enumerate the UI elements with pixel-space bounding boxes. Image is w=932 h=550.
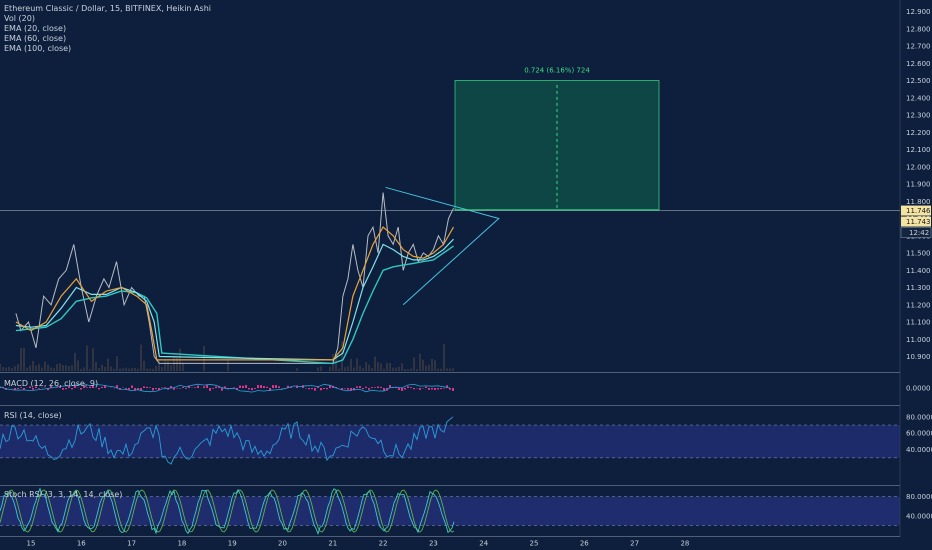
rsi-band — [0, 425, 900, 458]
grid-layer — [0, 0, 901, 537]
price-tick-label: 11.500 — [906, 250, 931, 258]
stoch-k-line — [0, 487, 455, 535]
current-price-label: 11.746 — [906, 207, 931, 215]
price-tick-label: 11.800 — [906, 198, 931, 206]
price-tick-label: 12.700 — [906, 43, 931, 51]
triangle-pattern[interactable] — [385, 186, 500, 306]
macd-label[interactable]: MACD (12, 26, close, 9) — [4, 379, 99, 388]
price-tick-label: 12.200 — [906, 129, 931, 137]
price-tick-label: 11.100 — [906, 319, 931, 327]
stoch-tick-label: 40.0000 — [906, 512, 932, 520]
indicator-ema20[interactable]: EMA (20, close) — [4, 24, 67, 33]
stoch-pane[interactable]: 80.0000 40.0000 — [0, 487, 932, 535]
time-tick-label: 28 — [680, 540, 689, 548]
current-price-tag-2[interactable] — [901, 216, 931, 227]
time-tick-label: 19 — [228, 540, 237, 548]
price-pane[interactable]: 0.724 (6.16%) 724 — [0, 67, 900, 372]
rsi-tick-label: 40.0000 — [906, 446, 932, 454]
time-tick-label: 27 — [630, 540, 639, 548]
time-tick-label: 24 — [479, 540, 488, 548]
target-zone-label: 0.724 (6.16%) 724 — [524, 67, 590, 75]
price-tick-label: 12.300 — [906, 112, 931, 120]
countdown-tag — [900, 227, 932, 238]
time-tick-label: 15 — [27, 540, 36, 548]
price-tick-label: 11.400 — [906, 267, 931, 275]
stoch-rsi-label[interactable]: Stoch RSI (3, 3, 14, 14, close) — [4, 490, 123, 499]
current-price-tag[interactable] — [901, 205, 931, 216]
time-tick-label: 23 — [429, 540, 438, 548]
price-tick-label: 11.300 — [906, 284, 931, 292]
indicator-ema60[interactable]: EMA (60, close) — [4, 34, 67, 43]
price-tick-label: 12.800 — [906, 25, 931, 33]
time-axis[interactable]: 15 16 17 18 19 20 21 22 23 24 25 26 27 28 — [27, 540, 690, 548]
chart-title: Ethereum Classic / Dollar, 15, BITFINEX,… — [4, 4, 211, 13]
price-tick-label: 12.000 — [906, 163, 931, 171]
price-tick-label: 11.900 — [906, 181, 931, 189]
price-tick-label: 10.900 — [906, 353, 931, 361]
stoch-band — [0, 496, 900, 526]
volume-bars — [0, 341, 454, 371]
current-price-label-2: 11.743 — [906, 218, 931, 226]
rsi-label[interactable]: RSI (14, close) — [4, 411, 62, 420]
rsi-line — [0, 416, 454, 465]
stoch-d-line — [0, 489, 455, 533]
indicator-vol[interactable]: Vol (20) — [4, 14, 35, 23]
countdown-label: 12:42 — [909, 229, 929, 237]
price-tick-label: 11.000 — [906, 336, 931, 344]
time-tick-label: 26 — [580, 540, 589, 548]
rsi-tick-label: 60.0000 — [906, 430, 932, 438]
price-tick-label: 12.100 — [906, 146, 931, 154]
time-tick-label: 18 — [177, 540, 186, 548]
rsi-tick-label: 80.0000 — [906, 413, 932, 421]
price-tick-label: 11.200 — [906, 301, 931, 309]
price-tick-label: 12.900 — [906, 8, 931, 16]
chart-legend: Ethereum Classic / Dollar, 15, BITFINEX,… — [4, 4, 211, 54]
price-axis[interactable]: 12.900 12.800 12.700 12.600 12.500 12.400 12.3… — [900, 8, 932, 361]
macd-line — [0, 383, 451, 393]
time-tick-label: 21 — [328, 540, 337, 548]
ema100-line — [15, 245, 454, 365]
time-tick-label: 17 — [127, 540, 136, 548]
price-tick-label: 12.400 — [906, 94, 931, 102]
time-tick-label: 20 — [278, 540, 287, 548]
ema20-line — [15, 226, 455, 361]
time-tick-label: 22 — [379, 540, 388, 548]
macd-pane[interactable]: 0.0000 — [0, 383, 931, 393]
time-tick-label: 25 — [530, 540, 539, 548]
indicator-ema100[interactable]: EMA (100, close) — [4, 44, 72, 53]
stoch-tick-label: 80.0000 — [906, 493, 932, 501]
price-tick-label: 12.500 — [906, 77, 931, 85]
price-tick-label: 12.600 — [906, 60, 931, 68]
rsi-pane[interactable]: 80.0000 60.0000 40.0000 — [0, 413, 932, 465]
macd-tick-label: 0.0000 — [906, 385, 931, 393]
time-tick-label: 16 — [77, 540, 86, 548]
